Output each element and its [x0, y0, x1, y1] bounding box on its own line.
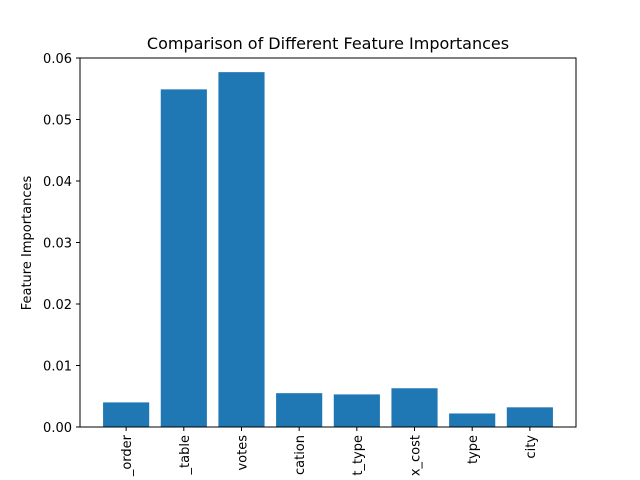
- x-tick-label: city: [524, 435, 539, 459]
- y-tick-label: 0.03: [43, 237, 72, 252]
- chart-title: Comparison of Different Feature Importan…: [147, 34, 509, 53]
- y-tick-label: 0.00: [43, 421, 72, 436]
- bar: [449, 413, 496, 427]
- bars: [103, 72, 553, 428]
- bar: [103, 402, 150, 427]
- x-tick-label: votes: [235, 435, 250, 471]
- x-tick-label: t_type: [351, 435, 366, 476]
- x-tick-label: _table: [178, 435, 193, 475]
- bar: [506, 407, 553, 427]
- x-tick-label: cation: [293, 435, 308, 475]
- bar: [276, 393, 323, 427]
- y-tick-label: 0.04: [43, 175, 72, 190]
- y-tick-label: 0.06: [43, 52, 72, 67]
- x-axis-ticks: _order _table votes cation t_type x_cost type c…: [120, 427, 539, 477]
- y-tick-label: 0.05: [43, 114, 72, 129]
- x-tick-label: x_cost: [409, 435, 424, 476]
- y-tick-label: 0.01: [43, 360, 72, 375]
- plot-frame: [79, 57, 577, 428]
- x-tick-label: type: [466, 435, 481, 464]
- bar: [160, 89, 207, 428]
- y-axis-ticks: 0.00 0.01 0.02 0.03 0.04 0.05 0.06: [43, 52, 80, 436]
- bar: [333, 394, 380, 427]
- x-tick-label: _order: [120, 434, 135, 477]
- bar: [218, 72, 265, 428]
- y-axis-label: Feature Importances: [20, 176, 35, 311]
- y-tick-label: 0.02: [43, 298, 72, 313]
- bar: [391, 388, 438, 427]
